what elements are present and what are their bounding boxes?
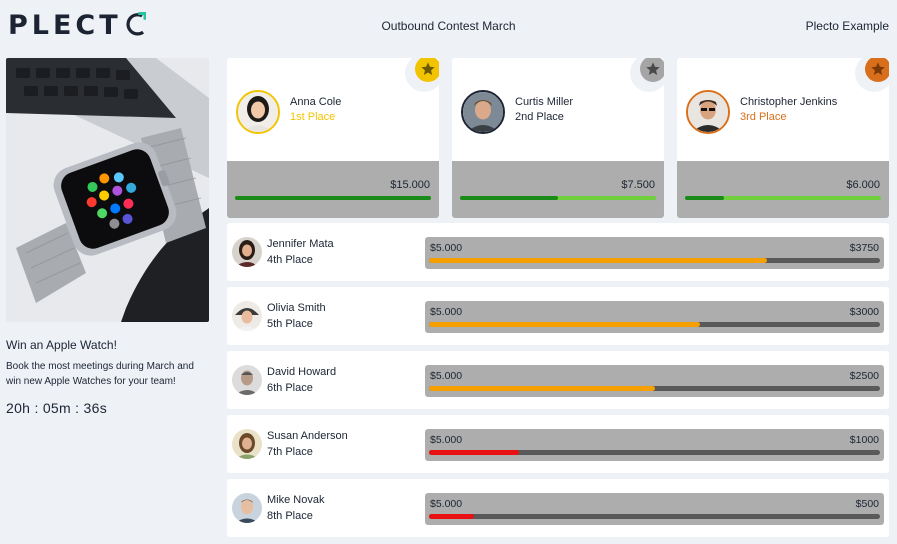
avatar <box>461 90 505 134</box>
progress-bar: $5.000 $1000 <box>425 429 884 461</box>
leaderboard-row-8[interactable]: Mike Novak 8th Place $5.000 $500 <box>227 479 889 537</box>
star-icon <box>646 62 660 75</box>
progress-fill <box>429 258 768 263</box>
avatar <box>236 90 280 134</box>
countdown-timer: 20h : 05m : 36s <box>6 400 108 416</box>
current-value: $3750 <box>849 242 879 254</box>
avatar <box>232 493 262 523</box>
progress-track <box>429 258 880 263</box>
progress-track <box>429 386 880 391</box>
goal-value: $5.000 <box>430 498 463 510</box>
progress-fill <box>429 322 700 327</box>
promo-description: Book the most meetings during March and … <box>6 361 194 387</box>
player-name: David Howard <box>267 366 337 378</box>
player-name: Jennifer Mata <box>267 238 334 250</box>
podium-card-1st[interactable]: Anna Cole 1st Place $15.000 <box>227 58 439 218</box>
contest-title: Outbound Contest March <box>381 19 516 33</box>
goal-value: $5.000 <box>430 370 463 382</box>
avatar <box>686 90 730 134</box>
progress-fill <box>685 196 725 200</box>
medal-badge <box>865 58 889 82</box>
progress-bar: $5.000 $3000 <box>425 301 884 333</box>
goal-value: $5.000 <box>430 306 463 318</box>
avatar <box>232 429 262 459</box>
player-name: Mike Novak <box>267 494 325 506</box>
progress-track <box>460 196 656 200</box>
progress-fill <box>460 196 558 200</box>
progress-track <box>429 514 880 519</box>
avatar <box>232 237 262 267</box>
current-value: $500 <box>855 498 879 510</box>
leaderboard-row-6[interactable]: David Howard 6th Place $5.000 $2500 <box>227 351 889 409</box>
player-name: Olivia Smith <box>267 302 326 314</box>
current-value: $1000 <box>849 434 879 446</box>
player-place: 7th Place <box>267 446 313 458</box>
progress-bar: $5.000 $3750 <box>425 237 884 269</box>
player-place: 5th Place <box>267 318 313 330</box>
player-place: 1st Place <box>290 111 336 123</box>
progress-track <box>235 196 431 200</box>
progress-panel: $7.500 <box>452 161 664 218</box>
medal-ring <box>855 58 889 92</box>
progress-bar: $5.000 $2500 <box>425 365 884 397</box>
player-place: 2nd Place <box>515 111 564 123</box>
player-name: Christopher Jenkins <box>740 96 838 108</box>
player-place: 3rd Place <box>740 111 787 123</box>
player-place: 8th Place <box>267 510 313 522</box>
amount-value: $15.000 <box>390 179 430 191</box>
current-value: $3000 <box>849 306 879 318</box>
current-value: $2500 <box>849 370 879 382</box>
leaderboard-row-5[interactable]: Olivia Smith 5th Place $5.000 $3000 <box>227 287 889 345</box>
player-name: Curtis Miller <box>515 96 574 108</box>
star-icon <box>871 62 885 75</box>
progress-panel: $15.000 <box>227 161 439 218</box>
medal-ring <box>405 58 439 92</box>
podium-card-3rd[interactable]: Christopher Jenkins 3rd Place $6.000 <box>677 58 889 218</box>
leaderboard-row-7[interactable]: Susan Anderson 7th Place $5.000 $1000 <box>227 415 889 473</box>
podium-card-2nd[interactable]: Curtis Miller 2nd Place $7.500 <box>452 58 664 218</box>
star-icon <box>421 62 435 75</box>
player-place: 6th Place <box>267 382 313 394</box>
player-place: 4th Place <box>267 254 313 266</box>
amount-value: $7.500 <box>621 179 655 191</box>
progress-fill <box>429 514 475 519</box>
progress-bar: $5.000 $500 <box>425 493 884 525</box>
logo-mark-icon <box>126 12 146 36</box>
progress-fill <box>429 386 655 391</box>
promo-title: Win an Apple Watch! <box>6 338 117 352</box>
progress-track <box>685 196 881 200</box>
progress-track <box>429 322 880 327</box>
progress-track <box>429 450 880 455</box>
progress-fill <box>235 196 431 200</box>
apple-watch-image <box>6 58 209 322</box>
avatar <box>232 301 262 331</box>
progress-panel: $6.000 <box>677 161 889 218</box>
medal-badge <box>415 58 439 82</box>
goal-value: $5.000 <box>430 242 463 254</box>
player-name: Susan Anderson <box>267 430 348 442</box>
company-name: Plecto Example <box>805 19 889 33</box>
medal-ring <box>630 58 664 92</box>
medal-badge <box>640 58 664 82</box>
player-name: Anna Cole <box>290 96 342 108</box>
goal-value: $5.000 <box>430 434 463 446</box>
leaderboard-row-4[interactable]: Jennifer Mata 4th Place $5.000 $3750 <box>227 223 889 281</box>
avatar <box>232 365 262 395</box>
progress-fill <box>429 450 520 455</box>
amount-value: $6.000 <box>846 179 880 191</box>
